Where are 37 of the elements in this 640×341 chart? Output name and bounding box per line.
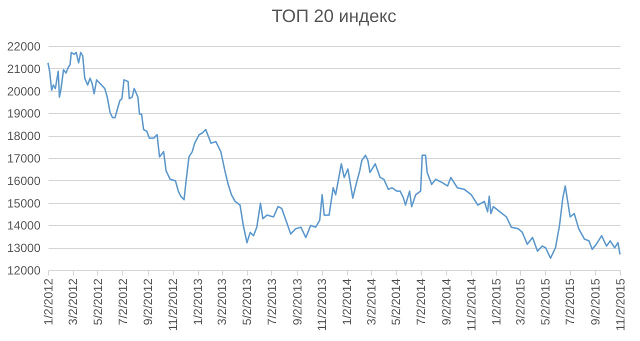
y-tick-label: 15000 [7, 196, 41, 210]
y-tick-label: 17000 [7, 152, 41, 166]
x-tick-label: 9/2/2015 [588, 278, 603, 326]
y-tick-label: 16000 [7, 174, 41, 188]
x-tick-label: 5/2/2012 [90, 278, 105, 326]
y-tick-label: 12000 [7, 264, 41, 278]
y-tick-label: 20000 [7, 84, 41, 98]
x-tick-label: 3/2/2014 [364, 278, 378, 326]
x-tick-label: 9/2/2013 [290, 278, 304, 326]
x-tick-label: 9/2/2012 [141, 278, 156, 326]
y-tick-label: 13000 [7, 241, 41, 256]
x-tick-label: 1/2/2012 [42, 278, 56, 326]
x-tick-label: 11/2/2013 [315, 278, 330, 331]
y-tick-label: 19000 [7, 106, 41, 121]
x-tick-label: 3/2/2015 [513, 278, 528, 326]
x-tick-label: 5/2/2013 [240, 278, 254, 326]
y-tick-label: 18000 [7, 129, 41, 144]
x-tick-label: 11/2/2012 [166, 278, 180, 331]
chart-title: ТОП 20 индекс [272, 6, 396, 26]
x-tick-label: 11/2/2014 [464, 278, 478, 331]
y-tick-label: 14000 [7, 218, 41, 233]
x-tick-label: 3/2/2013 [215, 278, 230, 326]
x-tick-label: 11/2/2015 [614, 278, 628, 331]
x-tick-label: 7/2/2012 [116, 278, 130, 326]
x-tick-label: 9/2/2014 [439, 278, 454, 326]
y-tick-label: 21000 [7, 62, 41, 76]
x-tick-label: 5/2/2014 [389, 278, 404, 326]
x-tick-label: 3/2/2012 [66, 278, 80, 326]
x-tick-label: 7/2/2013 [264, 278, 279, 326]
x-tick-label: 7/2/2014 [414, 278, 428, 326]
x-tick-label: 1/2/2013 [191, 278, 206, 326]
line-series [47, 52, 621, 259]
x-tick-label: 5/2/2015 [538, 278, 552, 326]
x-tick-label: 1/2/2014 [340, 278, 354, 326]
y-tick-label: 22000 [7, 40, 41, 54]
x-tick-label: 7/2/2015 [563, 278, 578, 326]
x-tick-label: 1/2/2015 [489, 278, 504, 326]
